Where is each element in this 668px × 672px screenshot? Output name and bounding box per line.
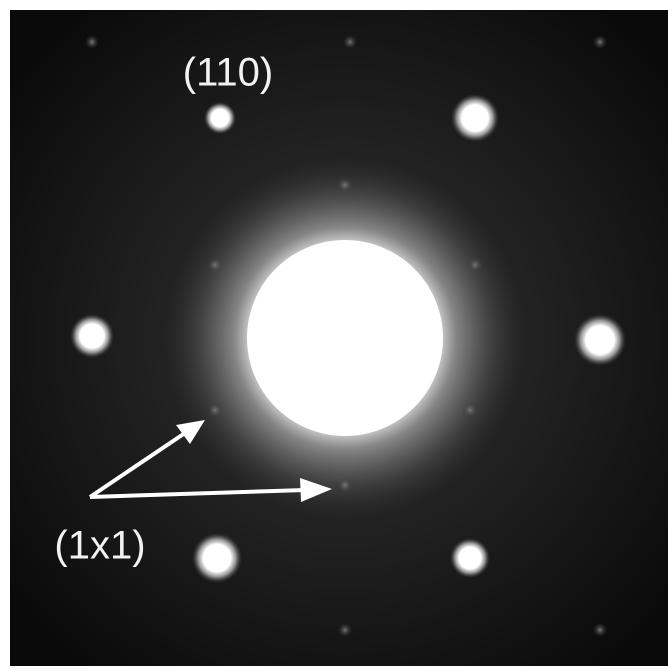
spot [462, 402, 478, 418]
spot [593, 623, 607, 637]
spot [593, 35, 607, 49]
spot [204, 102, 236, 134]
spot [192, 533, 242, 583]
spot [85, 35, 99, 49]
spot [343, 35, 357, 49]
spot [467, 257, 483, 273]
spot [451, 94, 499, 142]
page: (110) (1x1) (() => { const data = JSON.p… [0, 0, 668, 672]
spot [207, 402, 223, 418]
spot [338, 623, 352, 637]
diffraction-image: (110) (1x1) [0, 0, 668, 672]
lattice-label: (1x1) [54, 524, 145, 568]
spot [337, 477, 353, 493]
spot [337, 177, 353, 193]
spot [450, 538, 490, 578]
spot [207, 257, 223, 273]
spot [70, 314, 114, 358]
central-beam [247, 240, 443, 436]
spot-label: (110) [183, 51, 273, 95]
spot [574, 314, 626, 366]
